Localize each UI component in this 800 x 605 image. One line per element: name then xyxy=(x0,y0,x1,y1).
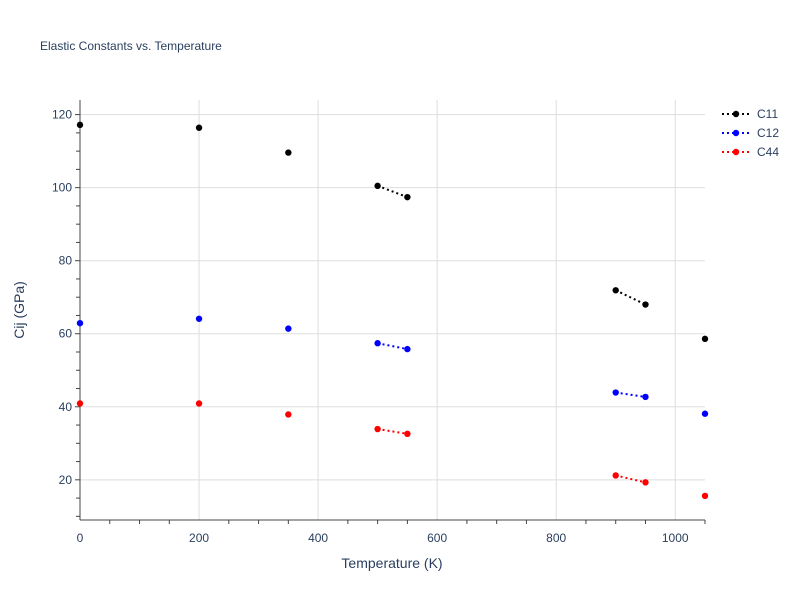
data-point xyxy=(701,335,709,343)
y-tick-label: 100 xyxy=(52,181,72,195)
legend-marker xyxy=(732,110,740,118)
legend-item-c44[interactable]: C44 xyxy=(722,145,779,159)
series-c44 xyxy=(76,400,709,500)
data-point xyxy=(701,492,709,500)
y-tick-label: 40 xyxy=(59,400,73,414)
y-tick-label: 80 xyxy=(59,254,73,268)
data-point xyxy=(404,345,411,353)
data-point xyxy=(285,325,292,332)
series-line-segment xyxy=(377,184,408,199)
series-c11 xyxy=(76,121,709,343)
y-tick-label: 120 xyxy=(52,108,72,122)
series-c12 xyxy=(76,315,709,417)
grid-lines xyxy=(80,100,705,520)
data-point xyxy=(404,193,411,201)
x-tick-label: 0 xyxy=(77,531,84,545)
legend-item-c12[interactable]: C12 xyxy=(722,126,779,140)
data-point xyxy=(612,287,619,294)
data-point xyxy=(612,472,619,479)
legend-marker xyxy=(732,148,740,156)
data-point xyxy=(374,340,381,347)
series-line-segment xyxy=(377,342,408,351)
series-line-segment xyxy=(615,391,646,398)
data-point xyxy=(612,389,619,396)
x-tick-label: 600 xyxy=(427,531,447,545)
axes: 0 200 400 600 800 1000 20 40 60 80 100 120 xyxy=(52,100,706,545)
series-line-segment xyxy=(377,428,408,435)
data-point xyxy=(701,410,709,417)
legend-label: C11 xyxy=(757,107,778,121)
series-line-segment xyxy=(615,474,646,484)
y-axis-title: Cij (GPa) xyxy=(11,281,27,339)
y-tick-label: 20 xyxy=(59,473,73,487)
data-point xyxy=(76,319,84,327)
x-axis-title: Temperature (K) xyxy=(341,555,442,571)
data-point xyxy=(404,430,411,438)
data-point xyxy=(374,425,381,433)
x-tick-label: 200 xyxy=(189,531,209,545)
y-tick-label: 60 xyxy=(59,327,73,341)
x-tick-label: 800 xyxy=(546,531,566,545)
data-point xyxy=(642,479,649,486)
x-tick-label: 400 xyxy=(308,531,328,545)
series-layer xyxy=(76,121,709,500)
legend-label: C44 xyxy=(757,145,779,159)
data-point xyxy=(195,124,203,131)
x-tick-label: 1000 xyxy=(662,531,689,545)
data-point xyxy=(374,182,381,190)
data-point xyxy=(195,315,203,322)
data-point xyxy=(642,393,649,401)
data-point xyxy=(195,400,203,407)
legend-item-c11[interactable]: C11 xyxy=(722,107,778,121)
data-point xyxy=(285,411,292,418)
legend-marker xyxy=(732,129,740,137)
legend[interactable]: C11 C12 C44 xyxy=(722,107,779,159)
legend-label: C12 xyxy=(757,126,779,140)
series-line-segment xyxy=(615,289,646,306)
chart-title: Elastic Constants vs. Temperature xyxy=(40,39,222,53)
data-point xyxy=(642,301,649,308)
data-point xyxy=(285,149,292,156)
data-point xyxy=(76,121,84,129)
data-point xyxy=(76,400,84,407)
